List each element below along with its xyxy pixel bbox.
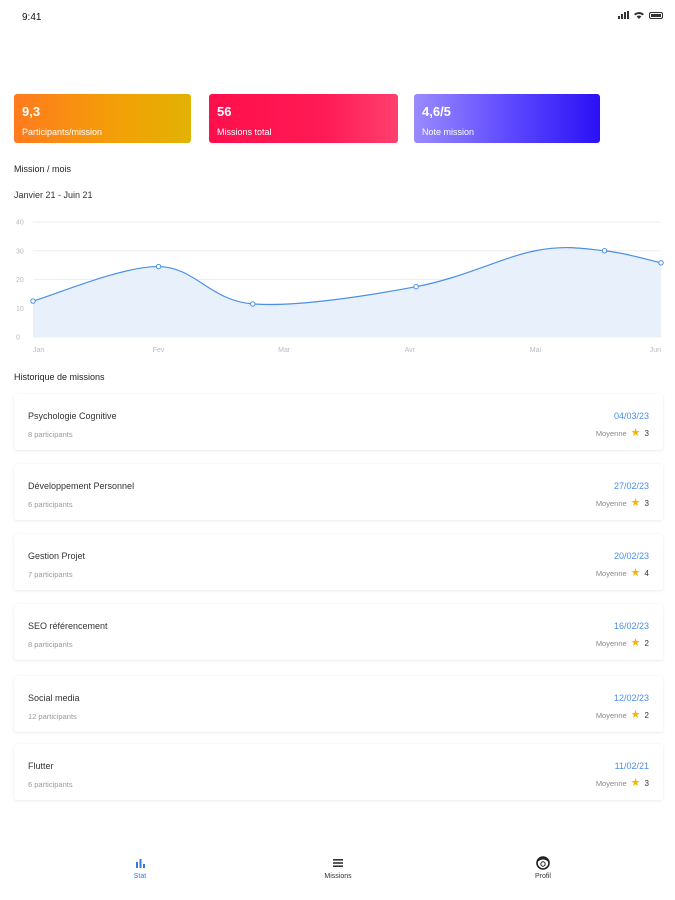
- list-item[interactable]: Flutter 6 participants 11/02/21 Moyenne ★ 3: [14, 744, 663, 800]
- list-item[interactable]: SEO référencement 8 participants 16/02/23 M…: [14, 604, 663, 660]
- mission-participants: 12 participants: [28, 712, 77, 721]
- status-icons: [618, 11, 663, 19]
- mission-participants: 6 participants: [28, 780, 73, 789]
- x-tick-label: Jun: [650, 347, 661, 354]
- mission-rating: 3: [644, 778, 649, 788]
- mission-average: Moyenne ★ 3: [595, 497, 649, 509]
- mission-date: 27/02/23: [613, 481, 649, 491]
- mission-rating: 3: [644, 498, 649, 508]
- data-point[interactable]: [658, 260, 664, 266]
- history-title: Historique de missions: [14, 372, 105, 382]
- chart-period: Janvier 21 - Juin 21: [14, 190, 93, 200]
- x-tick-label: Fev: [153, 347, 165, 354]
- average-label: Moyenne: [595, 638, 627, 648]
- x-tick-label: Mar: [278, 347, 291, 354]
- list-item[interactable]: Psychologie Cognitive 8 participants 04/03…: [14, 394, 663, 450]
- tab-stat[interactable]: Stat: [100, 856, 180, 880]
- data-point[interactable]: [155, 263, 162, 270]
- star-icon: ★: [630, 497, 641, 509]
- average-label: Moyenne: [595, 428, 627, 438]
- mission-participants: 6 participants: [28, 500, 73, 509]
- data-point[interactable]: [30, 298, 36, 304]
- data-point[interactable]: [250, 301, 256, 307]
- average-label: Moyenne: [595, 498, 627, 508]
- mission-participants: 7 participants: [28, 570, 73, 579]
- y-tick-label: 20: [16, 277, 24, 284]
- stat-card-missions: 56 Missions total: [209, 94, 398, 143]
- mission-average: Moyenne ★ 2: [595, 637, 649, 649]
- mission-title: Flutter: [28, 761, 54, 771]
- mission-title: Gestion Projet: [28, 551, 86, 561]
- data-point[interactable]: [601, 248, 608, 254]
- mission-average: Moyenne ★ 3: [595, 777, 649, 789]
- tab-bar: Stat Missions Profil: [0, 848, 675, 900]
- stat-label: Missions total: [217, 127, 272, 137]
- mission-participants: 8 participants: [28, 430, 73, 439]
- y-tick-label: 40: [16, 220, 24, 227]
- average-label: Moyenne: [595, 710, 627, 720]
- stat-label: Note mission: [422, 127, 475, 137]
- x-tick-label: Avr: [405, 347, 416, 354]
- stat-value: 9,3: [22, 104, 41, 119]
- tab-profil[interactable]: Profil: [503, 856, 583, 880]
- star-icon: ★: [630, 777, 641, 789]
- list-item[interactable]: Social media 12 participants 12/02/23 Moyen…: [14, 676, 663, 732]
- average-label: Moyenne: [595, 568, 627, 578]
- list-item[interactable]: Développement Personnel 6 participants 27/…: [14, 464, 663, 520]
- mission-date: 20/02/23: [613, 551, 649, 561]
- stat-value: 56: [217, 104, 232, 119]
- stat-label: Participants/mission: [22, 127, 103, 137]
- mission-rating: 2: [644, 638, 649, 648]
- mission-title: Psychologie Cognitive: [28, 411, 117, 421]
- tab-label: Profil: [535, 873, 551, 880]
- tab-label: Stat: [133, 873, 147, 880]
- mission-date: 16/02/23: [613, 621, 649, 631]
- star-icon: ★: [630, 637, 641, 649]
- mission-per-month-chart: 0 10 20 30 40 Jan Fev Mar Avr Mai Jun: [16, 220, 664, 354]
- battery-icon: [649, 11, 663, 19]
- wifi-icon: [634, 12, 644, 19]
- mission-date: 11/02/21: [614, 761, 649, 771]
- status-bar: 9:41: [0, 0, 675, 34]
- stat-value: 4,6/5: [422, 104, 451, 119]
- stat-card-note: 4,6/5 Note mission: [414, 94, 600, 143]
- list-icon: [333, 859, 343, 867]
- x-tick-label: Jan: [33, 347, 44, 354]
- mission-average: Moyenne ★ 3: [595, 427, 649, 439]
- tab-label: Missions: [324, 873, 352, 880]
- mission-average: Moyenne ★ 2: [595, 709, 649, 721]
- mission-title: Développement Personnel: [28, 481, 135, 491]
- stat-card-participants: 9,3 Participants/mission: [14, 94, 191, 143]
- star-icon: ★: [630, 709, 641, 721]
- y-tick-label: 0: [16, 335, 20, 342]
- area-fill: [33, 247, 661, 337]
- average-label: Moyenne: [595, 778, 627, 788]
- star-icon: ★: [630, 427, 641, 439]
- data-point[interactable]: [413, 283, 419, 290]
- signal-icon: [618, 11, 629, 19]
- user-circle-icon: [536, 856, 550, 870]
- y-tick-label: 30: [16, 248, 24, 255]
- mission-rating: 4: [644, 568, 649, 578]
- mission-rating: 3: [644, 428, 649, 438]
- mission-title: SEO référencement: [28, 621, 108, 631]
- tab-missions[interactable]: Missions: [298, 856, 378, 880]
- status-time: 9:41: [22, 12, 42, 23]
- mission-date: 04/03/23: [613, 411, 649, 421]
- mission-date: 12/02/23: [613, 693, 649, 703]
- mission-rating: 2: [644, 710, 649, 720]
- star-icon: ★: [630, 567, 641, 579]
- mission-title: Social media: [28, 693, 80, 703]
- chart-title: Mission / mois: [14, 164, 72, 174]
- mission-average: Moyenne ★ 4: [595, 567, 649, 579]
- bar-chart-icon: [136, 859, 145, 868]
- list-item[interactable]: Gestion Projet 7 participants 20/02/23 Moye…: [14, 534, 663, 590]
- y-tick-label: 10: [16, 306, 24, 313]
- x-tick-label: Mai: [530, 347, 542, 354]
- mission-participants: 8 participants: [28, 640, 73, 649]
